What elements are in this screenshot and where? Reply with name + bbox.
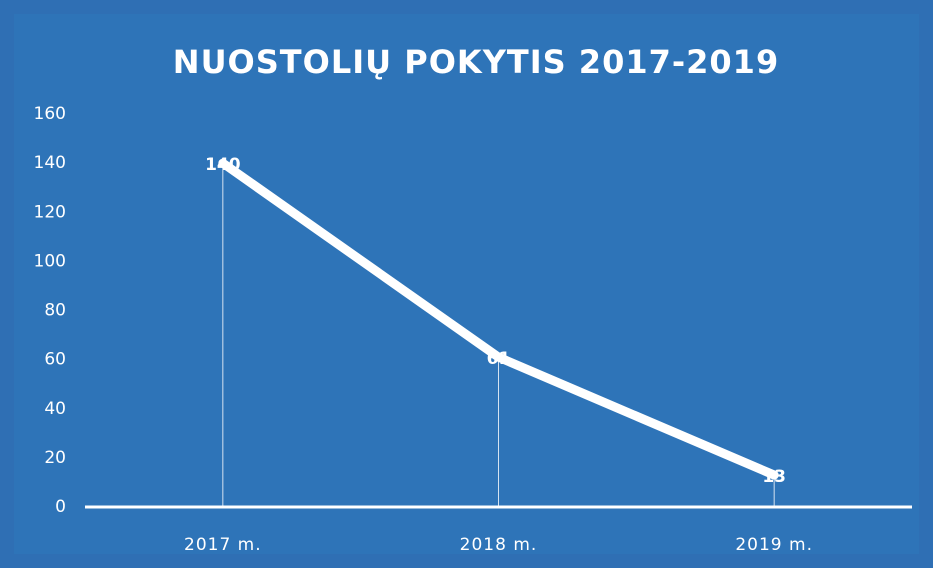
data-label: 140 [205, 155, 241, 175]
y-tick-label: 60 [44, 350, 66, 370]
y-tick-label: 120 [34, 202, 66, 222]
chart-area [14, 14, 919, 554]
y-tick-label: 80 [44, 301, 66, 321]
y-tick-label: 20 [44, 448, 66, 468]
y-tick-label: 100 [34, 251, 66, 271]
x-tick-label: 2018 m. [460, 535, 538, 555]
y-tick-label: 160 [34, 104, 66, 124]
y-tick-label: 0 [55, 497, 66, 517]
y-tick-label: 40 [44, 399, 66, 419]
data-line [218, 158, 779, 480]
data-label: 61 [487, 349, 511, 369]
chart-title: NUOSTOLIŲ POKYTIS 2017-2019 [173, 43, 779, 81]
x-tick-label: 2019 m. [735, 535, 813, 555]
data-label: 13 [762, 467, 786, 487]
x-tick-label: 2017 m. [184, 535, 262, 555]
y-tick-label: 140 [34, 153, 66, 173]
